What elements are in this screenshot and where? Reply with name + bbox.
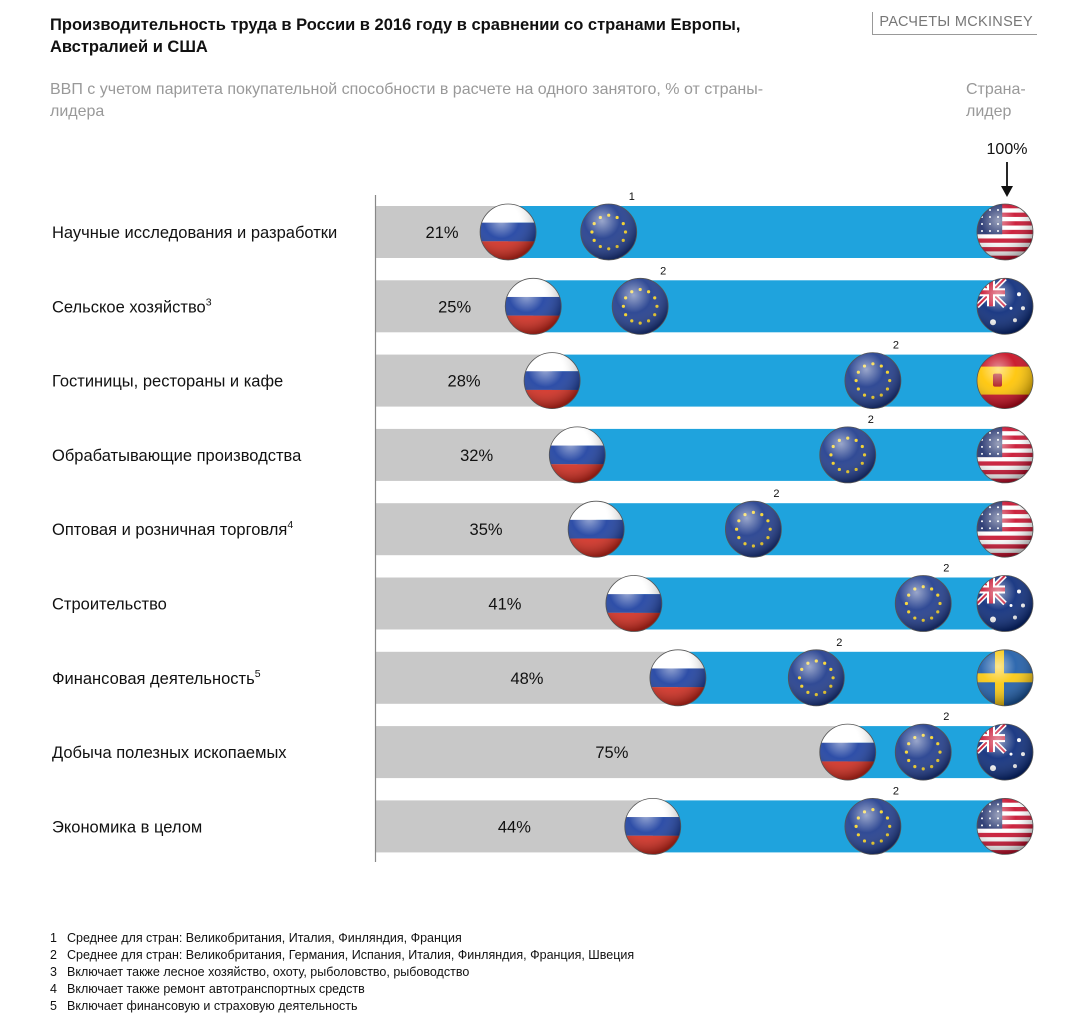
australia-flag-icon: [976, 277, 1034, 335]
category-label: Обрабатывающие производства: [52, 447, 302, 465]
bar-russia-3: [376, 428, 578, 481]
eu-flag-icon: [844, 798, 902, 855]
bar-gap-3: [577, 428, 1005, 481]
australia-flag-icon: [976, 575, 1034, 632]
eu-flag-icon: [725, 500, 782, 558]
russia-flag-icon: [649, 649, 707, 707]
russia-flag-icon: [624, 798, 682, 855]
footnote-number: 3: [50, 965, 57, 979]
russia-flag-icon: [523, 352, 581, 410]
russia-flag-icon: [567, 500, 625, 558]
eu-flag-icon: [787, 649, 845, 707]
eu-flag-icon: [844, 352, 902, 410]
eu-flag-icon: [894, 575, 952, 632]
leader-arrowhead-icon: [1001, 186, 1013, 197]
russia-value-label: 41%: [488, 596, 521, 614]
source-label: РАСЧЕТЫ MCKINSEY: [872, 12, 1037, 35]
bar-russia-8: [376, 800, 653, 853]
category-label: Экономика в целом: [52, 818, 202, 836]
footnote-text: Среднее для стран: Великобритания, Герма…: [67, 948, 635, 962]
eu-flag-icon: [580, 203, 638, 261]
russia-flag-icon: [479, 203, 537, 261]
bar-gap-8: [652, 800, 1005, 853]
chart-title: Производительность труда в России в 2016…: [50, 16, 741, 56]
eu-flag-icon: [819, 426, 877, 484]
eu-footnote-marker: 2: [868, 414, 874, 426]
eu-footnote-marker: 2: [943, 563, 949, 575]
spain-flag-icon: [976, 352, 1034, 410]
category-footnote: 4: [287, 519, 293, 531]
footnote-item: 2 Среднее для стран: Великобритания, Герм…: [50, 947, 850, 964]
bar-gap-2: [552, 354, 1005, 407]
usa-flag-icon: [976, 203, 1034, 261]
eu-flag-icon: [611, 277, 669, 335]
usa-flag-icon: [976, 426, 1034, 484]
russia-value-label: 21%: [426, 224, 459, 242]
eu-footnote-marker: 2: [943, 711, 949, 723]
eu-footnote-marker: 1: [629, 191, 635, 203]
russia-value-label: 48%: [510, 670, 543, 688]
footnote-text: Среднее для стран: Великобритания, Итали…: [67, 931, 462, 945]
eu-flag-icon: [894, 723, 952, 781]
category-label: Гостиницы, рестораны и кафе: [52, 373, 283, 391]
russia-value-label: 28%: [448, 373, 481, 391]
russia-flag-icon: [504, 277, 562, 335]
footnote-number: 4: [50, 982, 57, 996]
leader-column-label: Страна-лидер: [966, 81, 1026, 120]
footnote-number: 2: [50, 948, 57, 962]
eu-footnote-marker: 2: [773, 488, 779, 500]
russia-flag-icon: [548, 426, 606, 484]
footnote-text: Включает также ремонт автотранспортных с…: [67, 982, 365, 996]
category-label: Строительство: [52, 596, 167, 614]
russia-flag-icon: [819, 723, 877, 781]
leader-value-label: 100%: [987, 141, 1028, 158]
category-footnote: 5: [255, 668, 261, 680]
russia-value-label: 75%: [595, 744, 628, 762]
category-label: Добыча полезных ископаемых: [52, 744, 287, 762]
bar-russia-7: [376, 726, 848, 779]
footnote-item: 4 Включает также ремонт автотранспортных …: [50, 981, 850, 998]
russia-value-label: 25%: [438, 298, 471, 316]
footnote-item: 3 Включает также лесное хозяйство, охоту,…: [50, 964, 850, 981]
usa-flag-icon: [976, 798, 1034, 855]
footnote-item: 5 Включает финансовую и страховую деятель…: [50, 998, 850, 1015]
russia-value-label: 32%: [460, 447, 493, 465]
eu-footnote-marker: 2: [836, 637, 842, 649]
category-label: Оптовая и розничная торговля4: [52, 519, 293, 539]
usa-flag-icon: [976, 500, 1034, 558]
category-footnote: 3: [206, 296, 212, 308]
russia-flag-icon: [605, 575, 663, 632]
russia-value-label: 35%: [470, 521, 503, 539]
footnote-text: Включает также лесное хозяйство, охоту, …: [67, 965, 470, 979]
productivity-chart: Научные исследования и разработки 21% 1 Сел…: [52, 141, 1034, 862]
category-label: Научные исследования и разработки: [52, 224, 337, 242]
footnote-text: Включает финансовую и страховую деятельн…: [67, 999, 358, 1013]
bar-russia-4: [376, 503, 597, 556]
bar-russia-2: [376, 354, 553, 407]
eu-footnote-marker: 2: [893, 340, 899, 352]
sweden-flag-icon: [976, 649, 1034, 707]
category-label: Финансовая деятельность5: [52, 668, 261, 688]
chart-subtitle: ВВП с учетом паритета покупательной спос…: [50, 81, 764, 120]
bar-gap-1: [533, 280, 1005, 333]
footnote-item: 1 Среднее для стран: Великобритания, Итал…: [50, 930, 850, 947]
australia-flag-icon: [976, 723, 1034, 781]
bar-gap-4: [596, 503, 1005, 556]
footnote-number: 1: [50, 931, 57, 945]
category-label: Сельское хозяйство3: [52, 296, 212, 316]
bar-russia-6: [376, 651, 678, 704]
eu-footnote-marker: 2: [660, 265, 666, 277]
footnote-number: 5: [50, 999, 57, 1013]
bar-russia-5: [376, 577, 634, 630]
russia-value-label: 44%: [498, 818, 531, 836]
eu-footnote-marker: 2: [893, 785, 899, 797]
footnotes: 1 Среднее для стран: Великобритания, Итал…: [50, 930, 850, 1015]
